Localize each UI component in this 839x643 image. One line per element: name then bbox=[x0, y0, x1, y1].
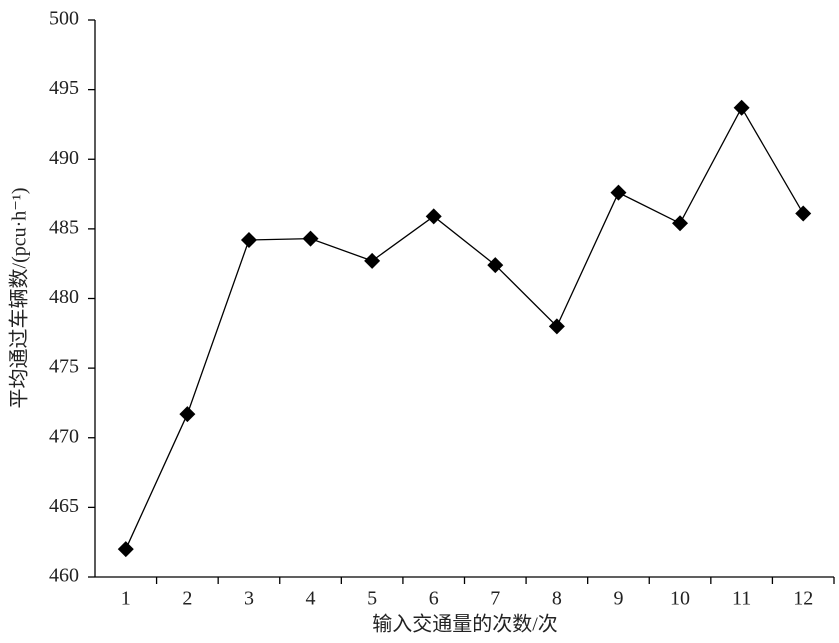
x-tick-label: 3 bbox=[244, 588, 254, 610]
y-tick-label: 490 bbox=[49, 147, 79, 169]
data-marker bbox=[733, 99, 750, 116]
data-marker bbox=[487, 257, 504, 274]
data-marker bbox=[672, 215, 689, 232]
x-tick-label: 4 bbox=[306, 588, 316, 610]
data-marker bbox=[548, 318, 565, 335]
y-tick-label: 465 bbox=[49, 495, 79, 517]
data-line bbox=[125, 106, 804, 550]
y-tick-label: 470 bbox=[49, 425, 79, 447]
y-tick-label: 475 bbox=[49, 356, 79, 378]
data-marker bbox=[610, 184, 627, 201]
data-marker bbox=[240, 232, 257, 249]
y-tick-label: 500 bbox=[49, 8, 79, 30]
data-marker bbox=[302, 230, 319, 247]
x-tick-label: 7 bbox=[490, 588, 500, 610]
x-tick-label: 9 bbox=[613, 588, 623, 610]
data-marker bbox=[117, 541, 134, 558]
x-tick-label: 12 bbox=[793, 588, 813, 610]
x-tick-label: 11 bbox=[732, 588, 751, 610]
y-tick-label: 485 bbox=[49, 216, 79, 238]
data-marker bbox=[425, 208, 442, 225]
x-tick-label: 10 bbox=[670, 588, 690, 610]
x-tick-label: 8 bbox=[552, 588, 562, 610]
x-tick-label: 1 bbox=[121, 588, 131, 610]
data-marker bbox=[179, 406, 196, 423]
data-marker bbox=[364, 252, 381, 269]
x-tick-label: 6 bbox=[429, 588, 439, 610]
y-tick-label: 480 bbox=[49, 286, 79, 308]
x-tick-label: 5 bbox=[367, 588, 377, 610]
x-axis-label: 输入交通量的次数/次 bbox=[372, 613, 558, 636]
y-axis-label: 平均通过车辆数/(pcu·h⁻¹) bbox=[8, 188, 31, 409]
data-marker bbox=[795, 205, 812, 222]
x-tick-label: 2 bbox=[182, 588, 192, 610]
y-tick-label: 460 bbox=[49, 565, 79, 587]
y-tick-label: 495 bbox=[49, 77, 79, 99]
